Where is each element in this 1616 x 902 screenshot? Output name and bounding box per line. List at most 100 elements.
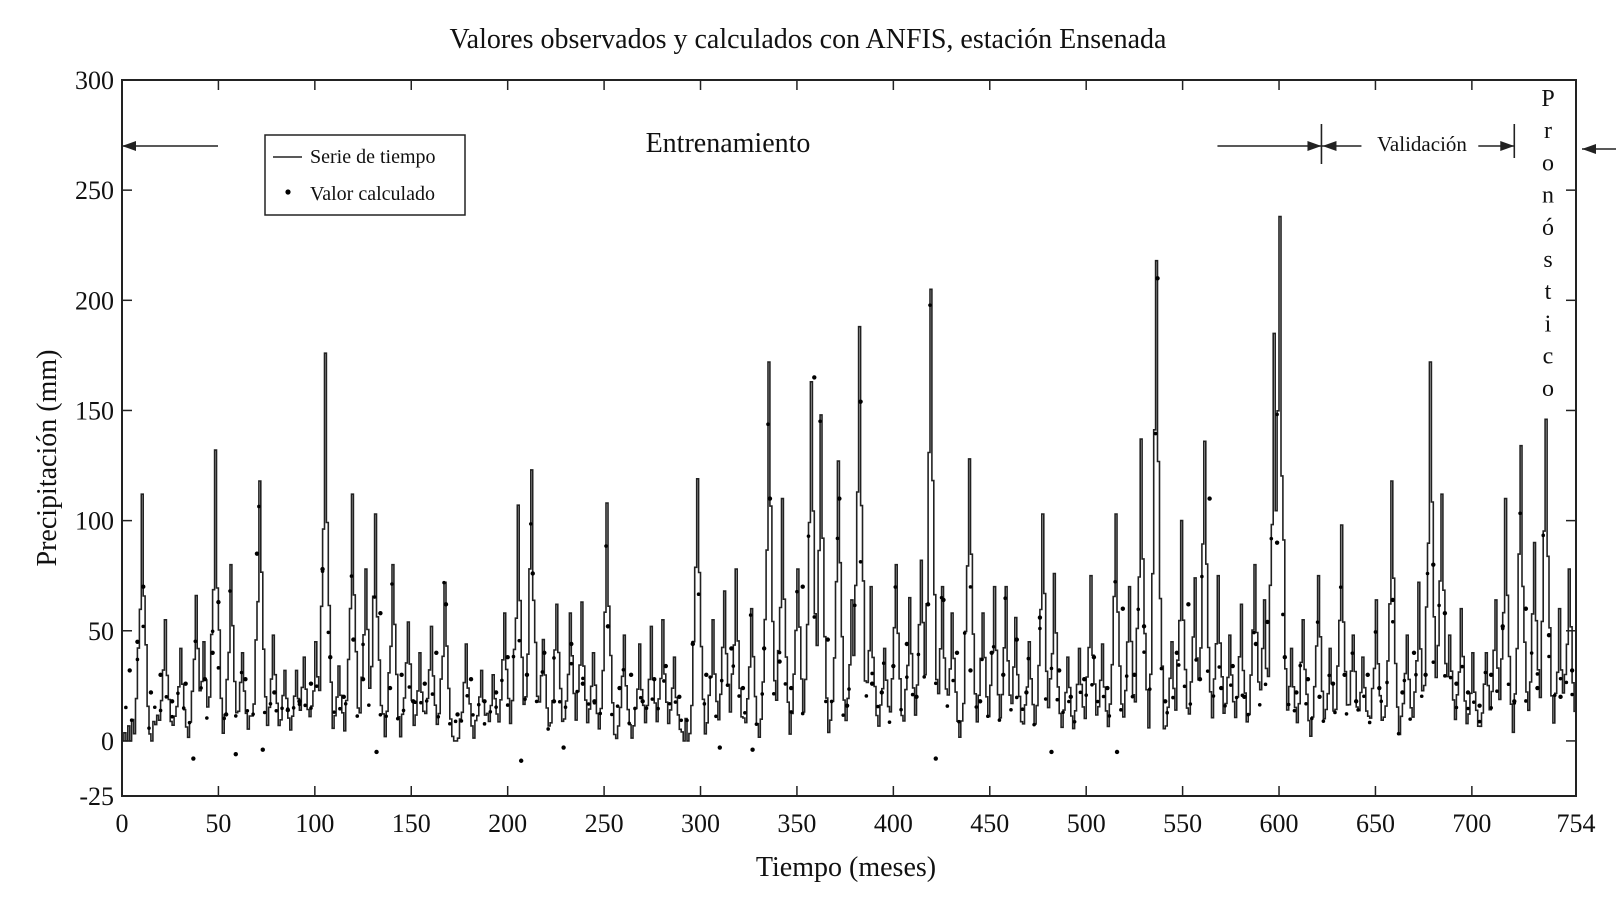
calculated-point [1477, 703, 1482, 708]
calculated-point [448, 721, 452, 726]
calculated-point [1026, 656, 1031, 661]
calculated-point [604, 544, 608, 548]
calculated-point [1390, 597, 1396, 603]
calculated-point [455, 712, 460, 717]
calculated-point [361, 642, 365, 647]
calculated-point [216, 666, 221, 670]
calculated-point [1024, 690, 1029, 695]
x-tick-label: 200 [488, 809, 527, 838]
calculated-point [413, 700, 417, 705]
calculated-point [743, 710, 747, 715]
calculated-point [309, 706, 313, 710]
calculated-point [551, 699, 557, 704]
x-tick-label: 300 [681, 809, 720, 838]
calculated-point [181, 706, 186, 710]
legend-entry-valor: Valor calculado [310, 183, 435, 205]
calculated-point [1113, 579, 1117, 584]
calculated-point [1317, 694, 1322, 700]
calculated-point [777, 650, 782, 655]
y-tick-label: 50 [88, 617, 114, 646]
calculated-point [621, 667, 626, 672]
calculated-point [390, 582, 394, 586]
calculated-point [825, 637, 830, 642]
calculated-point [127, 668, 132, 673]
calculated-point [1471, 700, 1476, 704]
calculated-point [202, 677, 208, 682]
calculated-point [925, 602, 931, 607]
x-tick-label: 350 [777, 809, 816, 838]
calculated-point [835, 536, 840, 541]
calculated-point [1119, 708, 1123, 712]
calculated-point [124, 705, 128, 710]
calculated-point [260, 747, 265, 752]
calculated-point [663, 663, 669, 669]
calculated-point [638, 695, 643, 700]
x-tick-label: 550 [1163, 809, 1202, 838]
calculated-point [617, 685, 622, 691]
calculated-point [517, 638, 522, 643]
calculated-point [1414, 672, 1418, 677]
calculated-point [1090, 682, 1094, 687]
calculated-point [610, 712, 614, 717]
calculated-point [1356, 708, 1360, 712]
pronostico-letter: r [1544, 118, 1552, 144]
calculated-point [847, 687, 851, 691]
calculated-point [239, 670, 244, 675]
calculated-point [818, 419, 822, 424]
calculated-point [977, 699, 983, 704]
calculated-point [1460, 664, 1465, 669]
pronostico-letter: o [1542, 150, 1554, 176]
calculated-point [494, 705, 498, 709]
calculated-point [1001, 672, 1006, 678]
calculated-point [233, 751, 238, 757]
calculated-point [272, 690, 277, 695]
calculated-point [1068, 694, 1073, 700]
calculated-point [529, 522, 533, 526]
calculated-point [1009, 707, 1013, 712]
phase-label-validacion: Validación [1377, 132, 1467, 156]
x-tick-label: 600 [1260, 809, 1299, 838]
calculated-point [737, 694, 741, 698]
calculated-point [893, 585, 898, 589]
calculated-point [1483, 670, 1488, 675]
calculated-point [341, 694, 346, 700]
calculated-point [338, 706, 342, 711]
x-tick-label: 500 [1067, 809, 1106, 838]
calculated-point [708, 675, 712, 679]
validacion-arrow-right-head [1500, 141, 1515, 151]
calculated-point [806, 534, 811, 538]
calculated-point [1524, 699, 1528, 703]
calculated-point [286, 707, 290, 711]
calculated-point [193, 639, 198, 644]
calculated-point [1330, 681, 1336, 686]
calculated-point [760, 692, 765, 696]
legend-box [264, 134, 466, 216]
calculated-point [662, 679, 666, 683]
calculated-point [1165, 710, 1169, 715]
pronostico-letter: o [1542, 376, 1554, 402]
y-tick-label: 0 [101, 727, 114, 756]
calculated-point [199, 686, 203, 690]
calculated-point [524, 672, 530, 678]
calculated-point [1257, 702, 1262, 707]
calculated-point [148, 690, 154, 695]
x-tick-label: 50 [205, 809, 231, 838]
calculated-point [1298, 663, 1303, 668]
calculated-point [1523, 606, 1529, 611]
calculated-point [1037, 615, 1043, 620]
calculated-point [754, 722, 759, 726]
calculated-point [1281, 612, 1285, 617]
calculated-point [291, 706, 296, 710]
pronostico-letter: i [1545, 311, 1552, 337]
calculated-point [1489, 706, 1493, 710]
calculated-point [262, 710, 267, 715]
calculated-point [326, 630, 331, 635]
calculated-point [443, 602, 449, 607]
calculated-point [191, 756, 196, 761]
calculated-point [459, 719, 464, 723]
calculated-point [717, 745, 722, 750]
calculated-point [1344, 712, 1349, 716]
calculated-point [424, 699, 429, 703]
calculated-point [387, 685, 393, 691]
calculated-point [989, 650, 994, 655]
